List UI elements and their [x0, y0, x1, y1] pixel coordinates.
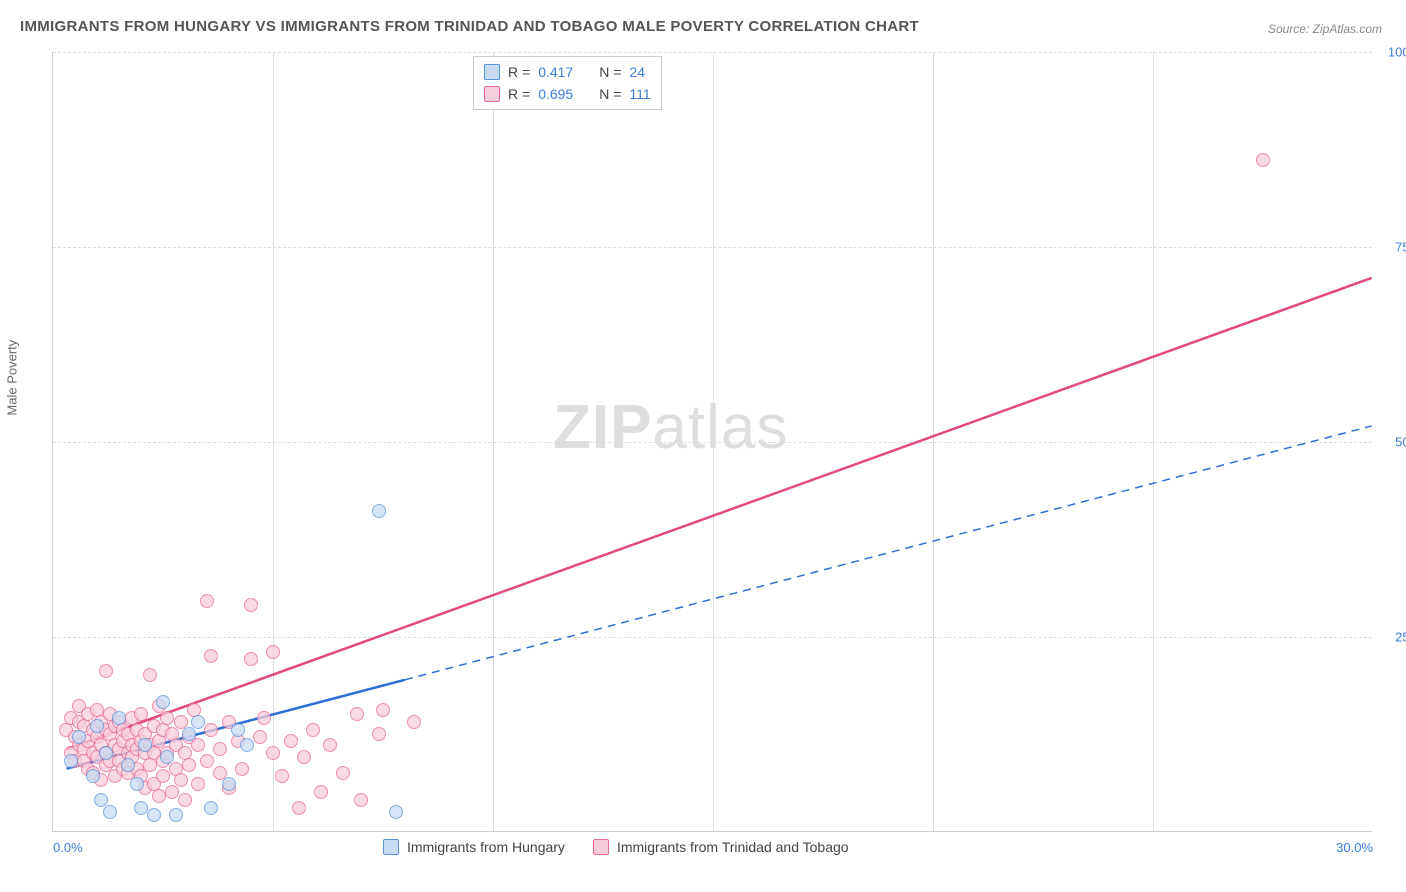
scatter-point [90, 719, 104, 733]
scatter-point [240, 738, 254, 752]
scatter-point [284, 734, 298, 748]
scatter-point [64, 754, 78, 768]
scatter-point [372, 727, 386, 741]
r-label-a: R = [508, 61, 530, 83]
scatter-point [213, 742, 227, 756]
scatter-point [200, 594, 214, 608]
scatter-point [253, 730, 267, 744]
y-tick-label: 75.0% [1380, 240, 1406, 255]
scatter-point [323, 738, 337, 752]
scatter-point [160, 750, 174, 764]
n-label-a: N = [599, 61, 621, 83]
n-value-b: 111 [629, 83, 650, 105]
scatter-point [354, 793, 368, 807]
scatter-point [376, 703, 390, 717]
swatch-b [484, 86, 500, 102]
scatter-point [231, 723, 245, 737]
scatter-point [222, 777, 236, 791]
scatter-point [235, 762, 249, 776]
scatter-point [138, 738, 152, 752]
scatter-point [200, 754, 214, 768]
scatter-point [1256, 153, 1270, 167]
scatter-point [389, 805, 403, 819]
scatter-point [147, 808, 161, 822]
scatter-point [350, 707, 364, 721]
x-tick-label: 30.0% [1336, 840, 1373, 855]
r-value-a: 0.417 [538, 61, 573, 83]
scatter-point [244, 652, 258, 666]
scatter-point [266, 645, 280, 659]
scatter-point [204, 723, 218, 737]
chart-title: IMMIGRANTS FROM HUNGARY VS IMMIGRANTS FR… [20, 18, 919, 35]
stats-row-b: R = 0.695 N = 111 [484, 83, 651, 105]
scatter-point [103, 805, 117, 819]
legend-item-b: Immigrants from Trinidad and Tobago [593, 839, 849, 855]
scatter-point [178, 793, 192, 807]
scatter-point [191, 738, 205, 752]
stats-row-a: R = 0.417 N = 24 [484, 61, 651, 83]
scatter-point [191, 715, 205, 729]
scatter-point [112, 711, 126, 725]
scatter-point [244, 598, 258, 612]
bottom-legend: Immigrants from Hungary Immigrants from … [383, 839, 849, 855]
y-tick-label: 50.0% [1380, 435, 1406, 450]
scatter-point [165, 785, 179, 799]
scatter-point [297, 750, 311, 764]
scatter-point [306, 723, 320, 737]
scatter-point [152, 789, 166, 803]
r-value-b: 0.695 [538, 83, 573, 105]
scatter-point [174, 773, 188, 787]
scatter-point [182, 727, 196, 741]
y-tick-label: 100.0% [1380, 45, 1406, 60]
scatter-point [156, 769, 170, 783]
scatter-point [134, 707, 148, 721]
scatter-point [121, 758, 135, 772]
legend-swatch-a [383, 839, 399, 855]
scatter-point [134, 801, 148, 815]
y-axis-label: Male Poverty [5, 340, 20, 416]
legend-label-b: Immigrants from Trinidad and Tobago [617, 839, 849, 855]
legend-swatch-b [593, 839, 609, 855]
scatter-point [204, 649, 218, 663]
stats-legend: R = 0.417 N = 24 R = 0.695 N = 111 [473, 56, 662, 110]
scatter-point [372, 504, 386, 518]
scatter-point [275, 769, 289, 783]
scatter-point [86, 769, 100, 783]
x-tick-label: 0.0% [53, 840, 83, 855]
scatter-point [156, 695, 170, 709]
scatter-point [160, 711, 174, 725]
scatter-point [130, 777, 144, 791]
watermark: ZIPatlas [553, 392, 788, 463]
scatter-point [204, 801, 218, 815]
swatch-a [484, 64, 500, 80]
scatter-point [292, 801, 306, 815]
scatter-point [99, 664, 113, 678]
scatter-point [191, 777, 205, 791]
scatter-point [314, 785, 328, 799]
scatter-point [72, 730, 86, 744]
scatter-point [99, 746, 113, 760]
r-label-b: R = [508, 83, 530, 105]
scatter-point [257, 711, 271, 725]
legend-label-a: Immigrants from Hungary [407, 839, 565, 855]
scatter-point [143, 668, 157, 682]
legend-item-a: Immigrants from Hungary [383, 839, 565, 855]
scatter-point [266, 746, 280, 760]
plot-area: ZIPatlas 25.0%50.0%75.0%100.0%0.0%30.0% … [52, 52, 1372, 832]
scatter-point [407, 715, 421, 729]
n-value-a: 24 [629, 61, 645, 83]
n-label-b: N = [599, 83, 621, 105]
scatter-point [169, 808, 183, 822]
scatter-point [182, 758, 196, 772]
y-tick-label: 25.0% [1380, 630, 1406, 645]
source-text: Source: ZipAtlas.com [1268, 22, 1382, 36]
scatter-point [336, 766, 350, 780]
